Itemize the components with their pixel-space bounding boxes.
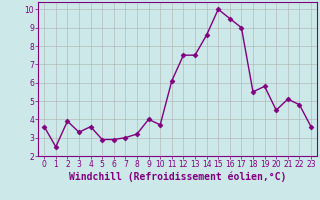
X-axis label: Windchill (Refroidissement éolien,°C): Windchill (Refroidissement éolien,°C): [69, 172, 286, 182]
